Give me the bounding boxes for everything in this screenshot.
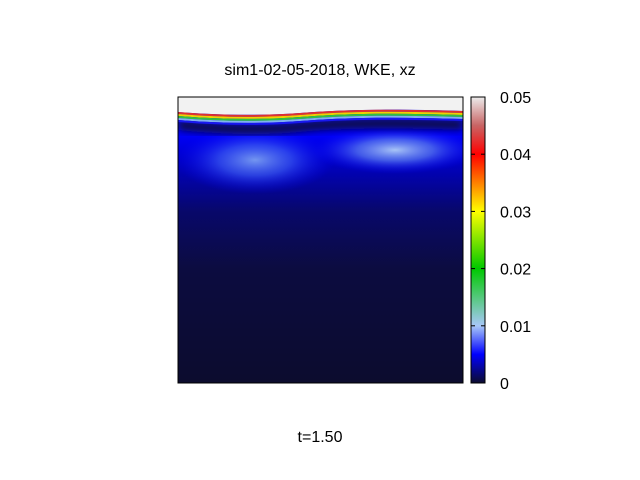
- colorbar: 0 0.01 0.02 0.03 0.04 0.05: [470, 90, 531, 393]
- heatmap-plot-area: [178, 97, 463, 383]
- colorbar-ticks: 0 0.01 0.02 0.03 0.04 0.05: [471, 90, 531, 393]
- colorbar-gradient: [470, 96, 486, 384]
- surface-contour-blue: [178, 117, 463, 125]
- surface-region: [178, 97, 463, 115]
- surface-contour-green: [178, 113, 463, 121]
- colorbar-tick-label: 0.01: [500, 319, 531, 336]
- colorbar-tick-label: 0.04: [500, 147, 531, 164]
- surface-contour-red: [178, 109, 463, 117]
- heatmap-frame: [177, 96, 464, 384]
- surface-contour-yellow: [178, 111, 463, 119]
- surface-contour-lightblue: [178, 115, 463, 123]
- energy-blob-left: [178, 126, 335, 194]
- energy-blob-right: [310, 126, 463, 174]
- colorbar-tick-label: 0: [500, 376, 509, 393]
- dark-band-below-surface: [178, 118, 463, 135]
- colorbar-tick-label: 0.02: [500, 262, 531, 279]
- colorbar-tick-label: 0.03: [500, 204, 531, 221]
- chart-title: sim1-02-05-2018, WKE, xz: [224, 62, 415, 79]
- colorbar-tick-label: 0.05: [500, 90, 531, 107]
- time-label: t=1.50: [298, 429, 343, 446]
